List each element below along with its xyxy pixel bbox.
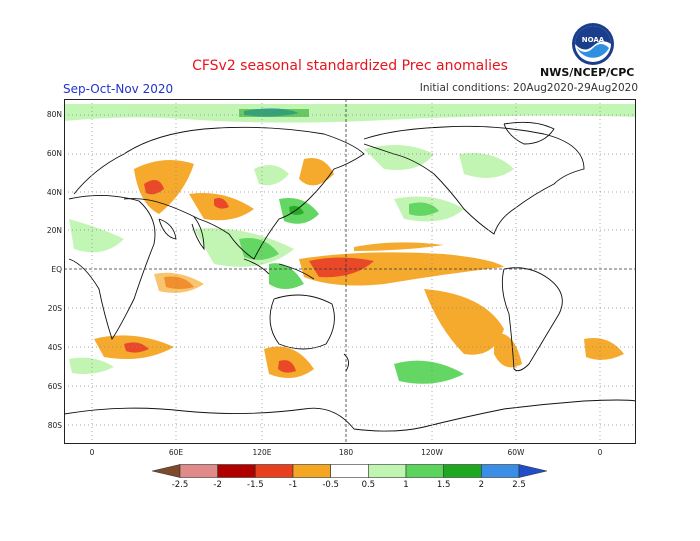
legend-label: -1.5: [247, 480, 264, 490]
lat-tick: 80S: [47, 421, 62, 430]
coastlines: [64, 121, 636, 432]
graticule: [64, 99, 636, 444]
logo-text: NOAA: [582, 36, 605, 44]
anomaly-fields: [64, 104, 636, 384]
org-label: NWS/NCEP/CPC: [540, 66, 635, 79]
legend-label: 1: [403, 480, 409, 490]
legend-swatch: [255, 464, 294, 478]
lon-tick: 180: [338, 448, 354, 457]
legend-label: -1: [288, 480, 298, 490]
initial-conditions-label: Initial conditions: 20Aug2020-29Aug2020: [419, 82, 638, 94]
map-title: CFSv2 seasonal standardized Prec anomali…: [192, 58, 508, 74]
legend-swatch: [217, 464, 256, 478]
reference-lines: [64, 99, 636, 444]
legend-swatch: [152, 464, 181, 478]
legend-swatch: [405, 464, 444, 478]
legend-label: -2.5: [171, 480, 189, 490]
lon-tick: 120E: [252, 448, 272, 457]
lon-tick: 120W: [421, 448, 443, 457]
lat-tick: 60N: [46, 149, 62, 158]
legend-label: 1.5: [436, 480, 451, 490]
lon-tick: 60E: [168, 448, 184, 457]
season-label: Sep-Oct-Nov 2020: [63, 82, 174, 96]
legend-label: -2: [213, 480, 222, 490]
lon-tick: 0: [597, 448, 603, 457]
legend-label: -0.5: [322, 480, 339, 490]
legend-swatch: [330, 464, 369, 478]
lon-tick: 0: [89, 448, 95, 457]
lat-tick: 20N: [46, 226, 62, 235]
lat-tick: 40N: [46, 188, 62, 197]
legend-swatch: [292, 464, 331, 478]
legend-swatch: [179, 464, 218, 478]
legend-swatch: [443, 464, 482, 478]
legend-swatch: [368, 464, 407, 478]
lat-tick: 80N: [46, 110, 62, 119]
lat-tick: EQ: [51, 265, 62, 274]
lat-tick: 20S: [47, 304, 62, 313]
legend-swatch: [481, 464, 520, 478]
legend-swatch: [518, 464, 547, 478]
lat-tick: 60S: [47, 382, 62, 391]
legend-label: 0.5: [361, 480, 376, 490]
legend-label: 2: [478, 480, 485, 490]
color-legend: [152, 464, 547, 478]
precip-anomaly-map: [64, 99, 636, 444]
map-border: [64, 99, 636, 444]
legend-label: 2.5: [512, 480, 526, 490]
lon-tick: 60W: [507, 448, 525, 457]
noaa-logo: NOAA: [571, 22, 615, 66]
lat-tick: 40S: [47, 343, 62, 352]
